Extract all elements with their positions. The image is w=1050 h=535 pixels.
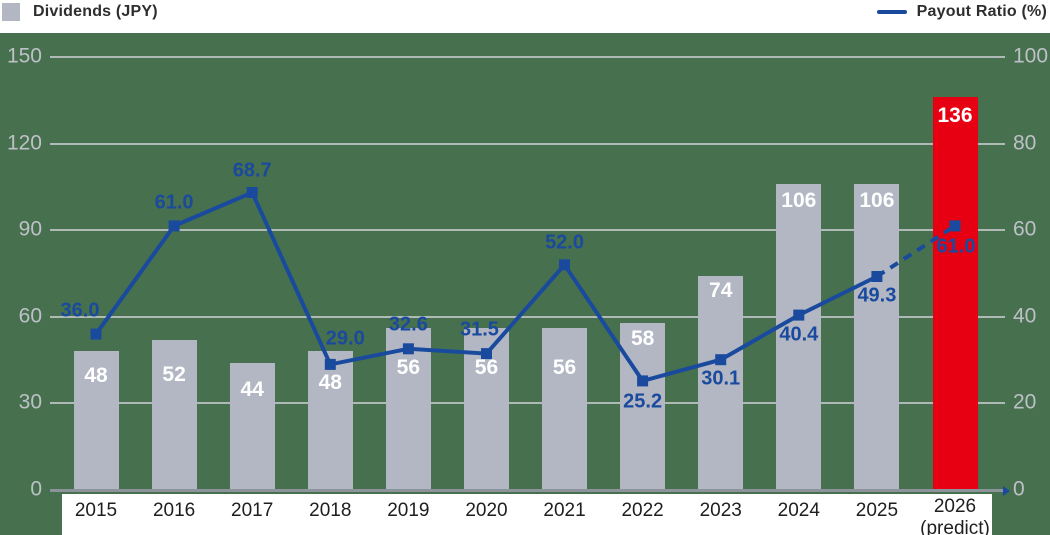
payout-value-label: 29.0	[325, 327, 365, 350]
right-axis-tick-100: 100	[1013, 44, 1049, 68]
legend-item-dividends: Dividends (JPY)	[2, 1, 158, 23]
payout-marker-2017	[246, 187, 258, 198]
left-axis-tick-150: 150	[6, 44, 42, 68]
payout-marker-2021	[559, 259, 570, 271]
right-axis-tick-20: 20	[1013, 390, 1037, 414]
payout-value-label: 52.0	[545, 231, 584, 254]
year-label-2026: 2026 (predict)	[920, 496, 990, 535]
year-label-2018: 2018	[309, 500, 352, 521]
year-label-2022: 2022	[621, 500, 664, 521]
line-swatch-icon	[876, 10, 907, 14]
bar-value-label: 74	[709, 279, 733, 303]
bar-swatch-icon	[2, 3, 20, 21]
bar-value-label: 48	[84, 364, 108, 388]
legend-item-payout: Payout Ratio (%)	[876, 1, 1047, 23]
legend-dividends-label: Dividends (JPY)	[33, 3, 158, 20]
year-label-sub: (predict)	[920, 518, 990, 535]
bar-value-label: 56	[474, 356, 499, 380]
bar-value-label: 44	[240, 377, 264, 401]
payout-value-label: 68.7	[232, 159, 272, 182]
bar-2019	[385, 328, 431, 490]
payout-value-label: 49.3	[857, 284, 897, 307]
year-label-2016: 2016	[152, 500, 196, 521]
x-axis-baseline	[50, 489, 1005, 492]
bar-2021	[542, 328, 588, 490]
right-axis-tick-80: 80	[1013, 131, 1037, 155]
bar-value-label: 48	[318, 371, 342, 395]
year-label-2020: 2020	[465, 500, 508, 521]
left-axis-tick-90: 90	[18, 217, 42, 241]
right-axis-tick-0: 0	[1013, 477, 1025, 501]
payout-value-label: 32.6	[388, 313, 428, 336]
bar-2026	[932, 97, 978, 490]
payout-marker-2015	[90, 328, 102, 340]
bar-value-label: 58	[630, 326, 655, 350]
x-axis-label-band: 2015 2016 2017 2018 2019 2020 2021 2022 2023 2024…	[62, 494, 992, 535]
year-label-2021: 2021	[543, 500, 586, 521]
payout-value-label: 30.1	[701, 367, 741, 390]
year-label-2015: 2015	[74, 500, 118, 521]
bar-value-label: 136	[937, 104, 973, 128]
grid-line	[50, 402, 1005, 405]
payout-value-label: 61.0	[936, 235, 976, 258]
bar-value-label: 106	[781, 189, 817, 212]
year-label-2025: 2025	[855, 500, 899, 521]
grid-line	[50, 56, 1005, 58]
legend-payout-label: Payout Ratio (%)	[916, 3, 1047, 20]
payout-value-label: 25.2	[623, 390, 663, 413]
axis-arrow-icon	[1003, 486, 1010, 496]
year-label-main: 2026	[933, 496, 977, 517]
plot-area: 0 30 60 90 120 150 0 20 40 60 80 100 2015 2016 2017 201…	[0, 33, 1050, 535]
year-label-2017: 2017	[231, 500, 274, 521]
grid-line	[50, 142, 1005, 145]
right-axis-tick-40: 40	[1013, 304, 1037, 328]
left-axis-tick-0: 0	[30, 477, 42, 501]
bar-2025	[854, 184, 900, 490]
payout-value-label: 40.4	[779, 323, 819, 346]
year-label-2024: 2024	[777, 500, 820, 521]
bar-2017	[229, 362, 275, 490]
bar-value-label: 52	[162, 362, 186, 386]
year-label-2019: 2019	[387, 500, 430, 521]
bar-value-label: 106	[859, 189, 895, 212]
payout-value-label: 31.5	[459, 318, 499, 341]
payout-value-label: 36.0	[60, 299, 100, 322]
year-label-2023: 2023	[699, 500, 742, 521]
left-axis-tick-30: 30	[18, 390, 42, 414]
bar-2020	[463, 328, 509, 490]
bar-value-label: 56	[396, 356, 421, 380]
legend: Dividends (JPY) Payout Ratio (%)	[0, 0, 1050, 33]
payout-value-label: 61.0	[154, 191, 194, 214]
bar-value-label: 56	[552, 356, 577, 380]
right-axis-tick-60: 60	[1013, 217, 1037, 241]
left-axis-tick-120: 120	[6, 131, 42, 155]
left-axis-tick-60: 60	[18, 304, 42, 328]
